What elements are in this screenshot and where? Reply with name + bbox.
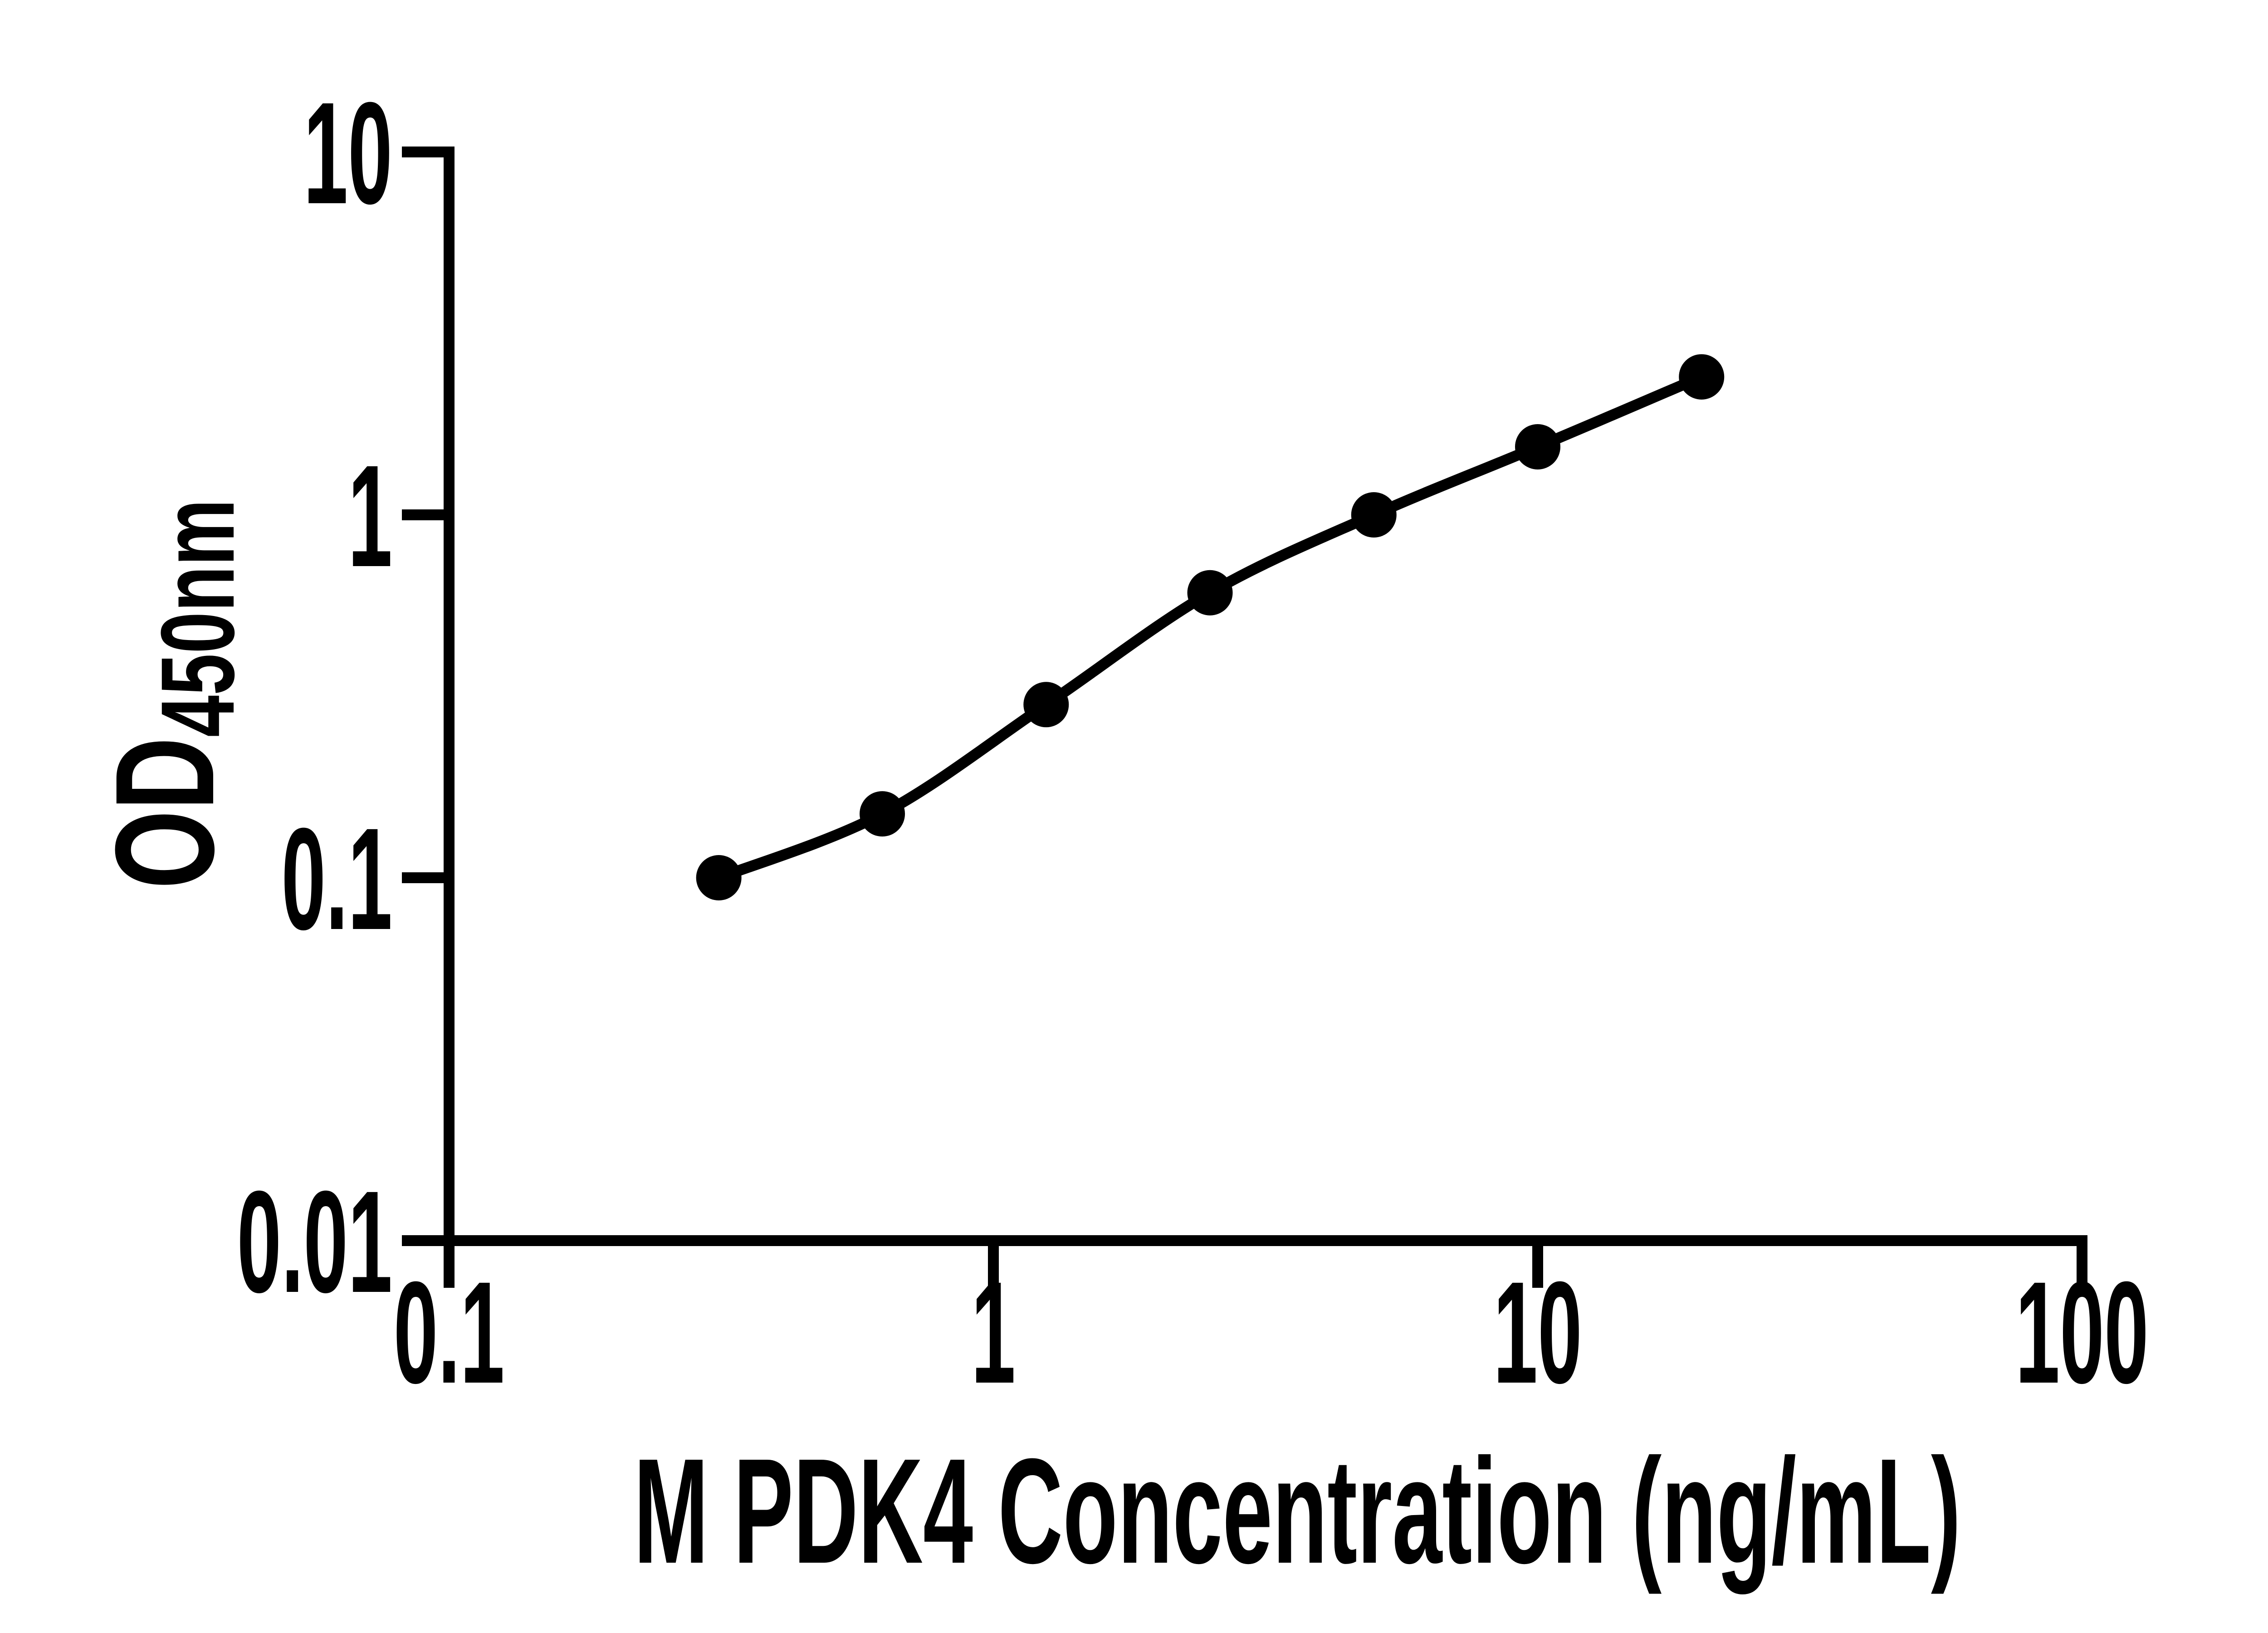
data-point (1679, 354, 1725, 400)
x-axis-title: M PDK4 Concentration (ng/mL) (634, 1428, 1961, 1596)
y-tick-label: 0.1 (281, 797, 392, 960)
x-tick-label: 1 (971, 1251, 1016, 1413)
x-tick-label: 100 (2015, 1251, 2149, 1413)
plot-area (696, 354, 1725, 900)
data-point (1515, 424, 1560, 469)
y-axis-ticks: 0.01 0.1 1 10 (237, 72, 444, 1323)
x-tick-label: 10 (1493, 1251, 1582, 1413)
data-point (1187, 570, 1233, 616)
y-axis-title-sub: 450nm (140, 499, 256, 737)
y-tick-label: 0.01 (237, 1160, 392, 1323)
y-axis-title-main: OD (86, 737, 244, 889)
y-axis-title: OD450nm (86, 499, 256, 889)
y-tick-label: 1 (348, 435, 392, 597)
data-point (860, 791, 905, 837)
x-tick-label: 0.1 (394, 1251, 505, 1413)
x-axis-ticks: 0.1 1 10 100 (394, 1246, 2149, 1413)
data-point (1351, 492, 1397, 538)
data-point (1023, 682, 1069, 728)
data-point (696, 855, 742, 900)
y-tick-label: 10 (303, 72, 392, 234)
